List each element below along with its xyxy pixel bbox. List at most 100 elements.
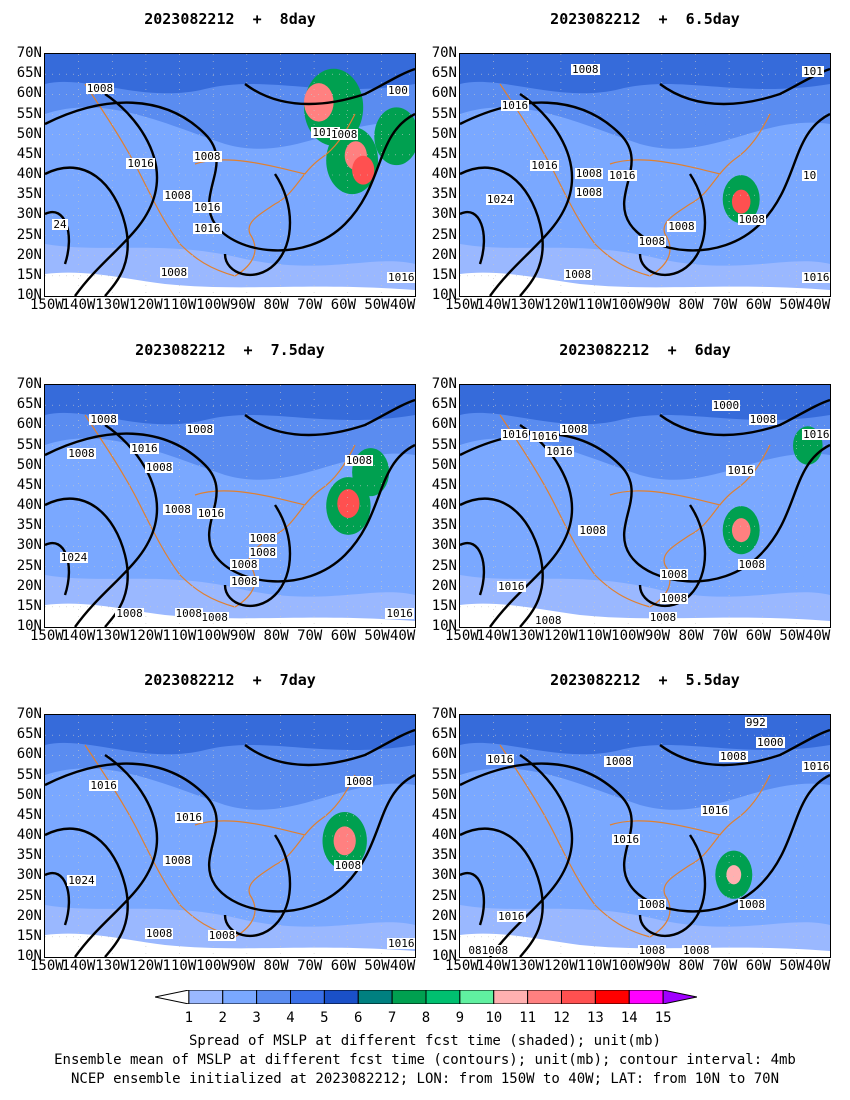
contour-label: 081008 [467, 944, 510, 957]
contour-label: 1008 [534, 614, 563, 627]
y-tick-label: 40N [16, 827, 42, 843]
contour-label: 1016 [802, 759, 830, 773]
y-tick-label: 30N [16, 537, 42, 554]
y-tick-label: 30N [431, 867, 457, 884]
x-tick-label: 110W [577, 958, 612, 974]
map-panel-3: 1008 1008 1016 1008 1008 1008 1016 1008 1008 1008… [44, 384, 416, 628]
x-tick-label: 130W [95, 297, 129, 313]
contour-label: 1016 [497, 910, 526, 924]
x-tick-label: 70W [297, 958, 323, 974]
x-tick-label: 130W [95, 958, 129, 974]
contour-label: 1024 [485, 193, 515, 207]
x-tick-label: 70W [297, 628, 323, 644]
y-tick-label: 45N [16, 476, 42, 493]
x-tick-label: 120W [543, 297, 578, 313]
colorbar-swatch [290, 990, 325, 1004]
x-tick-label: 40W [805, 297, 831, 313]
contour-label: 1008 [163, 188, 192, 202]
colorbar-label: 7 [387, 1010, 397, 1026]
colorbar-swatch [425, 990, 461, 1004]
panel-title-2: 2023082212 + 6.5day [550, 10, 740, 28]
x-tick-label: 40W [390, 958, 416, 974]
y-tick-label: 45N [431, 145, 457, 162]
x-tick-label: 110W [162, 628, 197, 644]
y-tick-label: 20N [431, 577, 457, 594]
map-panel-6: 992 1000 1008 1016 1008 1016 1016 1016 1016 1008 1… [459, 714, 831, 958]
colorbar-swatch [222, 990, 258, 1004]
contour-label: 1008 [559, 422, 589, 436]
x-tick-label: 130W [510, 628, 544, 644]
y-tick-label: 10N [16, 618, 42, 634]
shading-band-low [45, 603, 415, 627]
contour-label: 1016 [802, 427, 830, 441]
y-tick-label: 30N [431, 537, 457, 554]
map-svg [460, 54, 830, 296]
map-svg [45, 715, 415, 957]
mslp-contour [45, 827, 129, 957]
contour-label: 1008 [737, 558, 766, 572]
y-tick-label: 50N [16, 456, 42, 473]
caption-line-1: Spread of MSLP at different fcst time (s… [188, 1033, 661, 1049]
contour-label: 1016 [500, 427, 530, 441]
contour-label: 1008 [637, 944, 667, 957]
y-tick-label: 70N [431, 376, 457, 392]
coastline [499, 744, 771, 938]
contour-label: 1008 [659, 592, 689, 606]
y-tick-label: 25N [431, 226, 457, 243]
y-tick-label: 65N [16, 396, 42, 413]
contour-label: 1008 [230, 575, 259, 589]
contour-label: 1016 [497, 580, 526, 594]
colorbar-label: 13 [586, 1010, 604, 1026]
contour-label: 1016 [193, 222, 222, 236]
panel-title-4: 2023082212 + 6day [559, 341, 731, 359]
contour-label: 1008 [163, 502, 192, 516]
contour-label: 1016 [126, 157, 155, 171]
contour-label: 1008 [85, 82, 115, 96]
shading-band-far-north [460, 54, 830, 94]
colorbar-swatch [628, 990, 664, 1004]
y-tick-label: 35N [431, 847, 457, 864]
mslp-contour [489, 754, 574, 957]
x-tick-label: 70W [712, 958, 738, 974]
contour-label: 1008 [648, 611, 678, 625]
y-tick-label: 60N [431, 746, 457, 763]
mslp-contour [460, 210, 486, 265]
colorbar-label: 8 [421, 1010, 431, 1026]
contour-label: 1008 [174, 606, 203, 620]
mslp-contour [638, 173, 707, 276]
x-tick-label: 40W [390, 628, 416, 644]
shading-band-low [460, 272, 830, 296]
y-tick-label: 20N [431, 246, 457, 263]
y-tick-label: 35N [16, 186, 42, 203]
colorbar-swatch [493, 990, 529, 1004]
y-tick-label: 65N [431, 396, 457, 413]
contour-label: 1008 [637, 897, 667, 911]
y-tick-label: 55N [16, 766, 42, 783]
y-tick-label: 60N [431, 85, 457, 102]
spread-hotspot [352, 155, 375, 185]
y-tick-label: 10N [431, 287, 457, 303]
mslp-contour [638, 504, 707, 607]
y-tick-label: 70N [16, 376, 42, 392]
y-tick-label: 65N [431, 65, 457, 82]
y-tick-label: 30N [431, 206, 457, 223]
x-tick-label: 140W [476, 628, 511, 644]
x-tick-label: 100W [611, 297, 645, 313]
x-tick-label: 100W [196, 628, 230, 644]
y-tick-label: 40N [431, 827, 457, 843]
x-tick-label: 80W [263, 958, 289, 974]
colorbar-swatch [357, 990, 393, 1004]
contour-label: 101 [802, 65, 824, 79]
colorbar-label: 6 [354, 1010, 363, 1026]
map-panel-2: 1008 1016 1016 1008 1016 1008 1024 1008 1008 1008… [459, 53, 831, 297]
contour-label: 1016 [311, 125, 340, 139]
mslp-contour [244, 728, 415, 767]
x-tick-label: 120W [543, 628, 578, 644]
x-tick-label: 100W [196, 958, 230, 974]
y-tick-label: 45N [431, 806, 457, 823]
colorbar-label: 1 [184, 1010, 194, 1026]
x-tick-label: 40W [805, 958, 831, 974]
y-tick-label: 15N [16, 266, 42, 283]
y-tick-label: 20N [16, 577, 42, 594]
contour-label: 1000 [756, 735, 785, 749]
